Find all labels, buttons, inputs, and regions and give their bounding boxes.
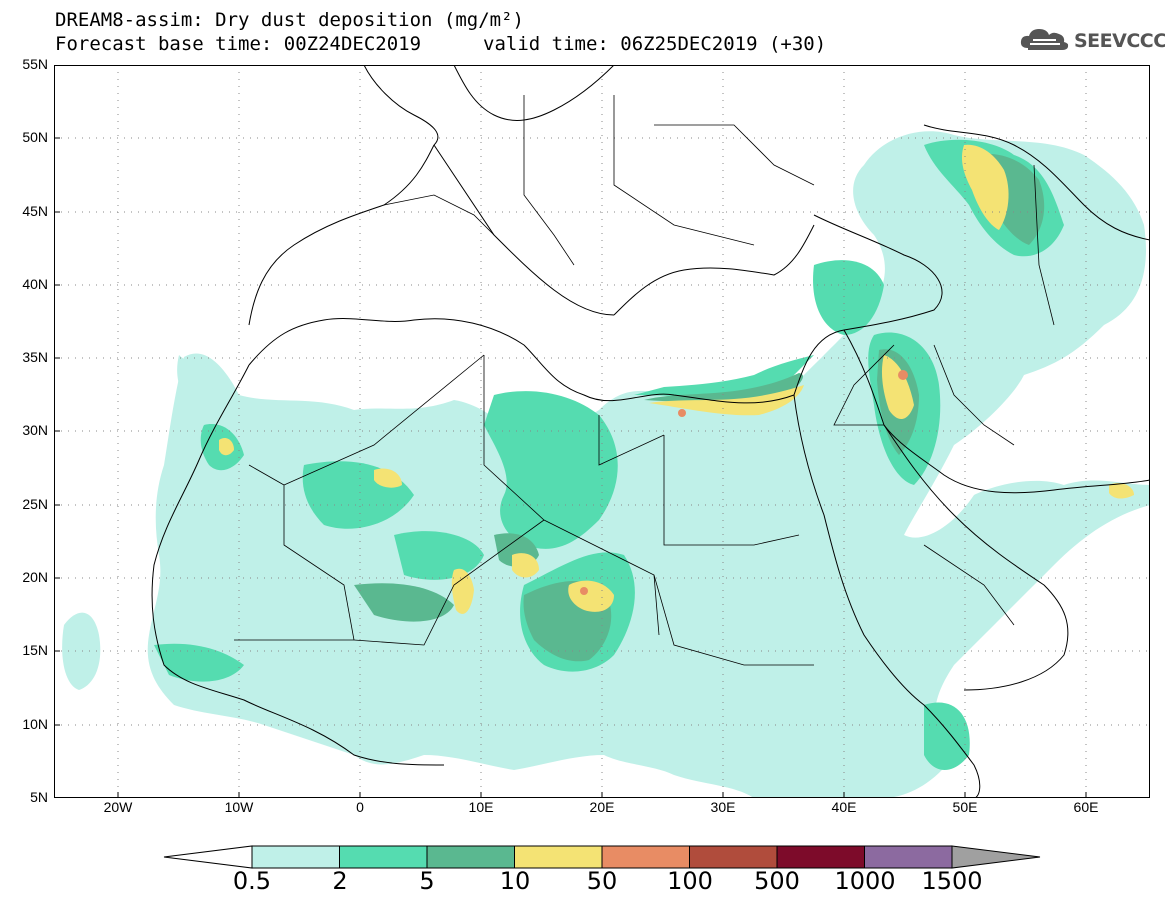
lat-label: 10N (22, 716, 48, 732)
coastlines (151, 65, 1150, 798)
dust-level-2 (154, 139, 1064, 770)
lon-label: 40E (831, 799, 857, 815)
lon-label: 20E (589, 799, 615, 815)
lat-label: 5N (30, 789, 48, 805)
colorbar-label: 10 (499, 867, 531, 895)
lon-label: 60E (1073, 799, 1099, 815)
colorbar-cell (514, 845, 603, 869)
dust-level-10 (219, 144, 1134, 614)
colorbar-label: 50 (586, 867, 618, 895)
axis-ticks (54, 137, 1087, 798)
lat-label: 40N (22, 276, 48, 292)
colorbar-cell (864, 845, 953, 869)
lon-label: 50E (952, 799, 978, 815)
country-borders (234, 95, 1055, 666)
colorbar-label: 100 (667, 867, 713, 895)
colorbar-label: 5 (419, 867, 435, 895)
lat-label: 25N (22, 496, 48, 512)
lat-label: 55N (22, 56, 48, 72)
lat-label: 30N (22, 422, 48, 438)
cloud-icon (1020, 29, 1069, 50)
colorbar-label: 1500 (921, 867, 983, 895)
colorbar-label: 0.5 (232, 867, 272, 895)
colorbar-cell (776, 845, 865, 869)
lat-label: 35N (22, 349, 48, 365)
lon-label: 30E (710, 799, 736, 815)
dust-level-0.5 (62, 131, 1150, 798)
logo-text: SEEVCCC (1074, 30, 1165, 52)
colorbar-high-triangle (951, 845, 1041, 869)
colorbar-label: 500 (754, 867, 800, 895)
seevccc-logo: SEEVCCC (1018, 24, 1165, 58)
lat-label: 50N (22, 129, 48, 145)
map-title: DREAM8-assim: Dry dust deposition (mg/m²… (55, 9, 524, 31)
lat-label: 20N (22, 569, 48, 585)
colorbar-label: 2 (332, 867, 348, 895)
colorbar-cell (339, 845, 428, 869)
colorbar-cell (251, 845, 340, 869)
dust-level-50 (580, 370, 908, 595)
lon-label: 0 (356, 799, 364, 815)
lon-label: 10E (468, 799, 494, 815)
dust-map (54, 65, 1150, 798)
colorbar-cell (426, 845, 515, 869)
lat-label: 15N (22, 642, 48, 658)
map-grid (54, 65, 1150, 798)
forecast-base-time: Forecast base time: 00Z24DEC2019 (55, 33, 422, 55)
valid-time: valid time: 06Z25DEC2019 (+30) (483, 33, 827, 55)
lon-label: 20W (103, 799, 133, 815)
colorbar-low-triangle (163, 845, 253, 869)
lon-label: 10W (224, 799, 254, 815)
lat-label: 45N (22, 203, 48, 219)
colorbar-label: 1000 (834, 867, 896, 895)
colorbar (163, 845, 1041, 869)
colorbar-cell (689, 845, 778, 869)
colorbar-cell (601, 845, 690, 869)
